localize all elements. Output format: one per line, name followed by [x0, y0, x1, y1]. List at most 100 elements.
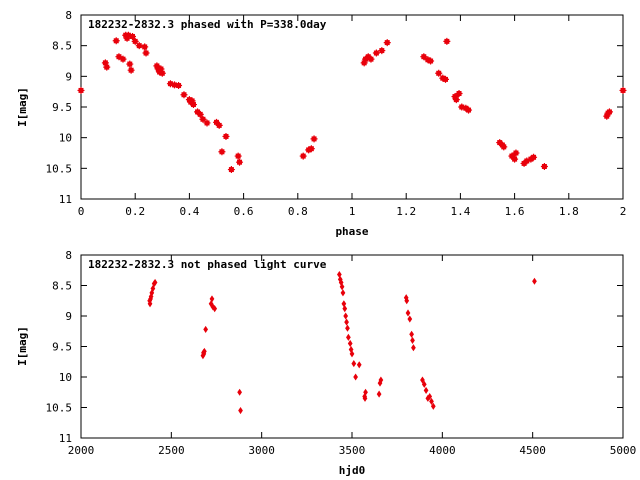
phased-x-tick-label: 0.4 — [179, 205, 199, 218]
phased-x-tick-label: 1.6 — [505, 205, 525, 218]
phased-data-point — [619, 86, 627, 94]
unphased-x-tick-label: 2500 — [158, 444, 185, 457]
phased-x-tick-label: 0 — [78, 205, 85, 218]
phased-x-axis-label: phase — [335, 225, 368, 238]
phased-data-point — [142, 49, 150, 57]
unphased-data-point — [427, 392, 433, 401]
phased-x-tick-label: 0.8 — [288, 205, 308, 218]
phased-light-curve-panel: 182232-2832.3 phased with P=338.0day pha… — [16, 9, 627, 238]
unphased-data-point — [150, 285, 156, 293]
unphased-data-point — [363, 388, 368, 396]
unphased-x-tick-label: 3000 — [248, 444, 275, 457]
phased-data-point — [128, 32, 136, 40]
unphased-y-tick-label: 9.5 — [52, 341, 72, 354]
phased-data-point — [500, 143, 508, 151]
unphased-data-point — [411, 344, 416, 352]
phased-data-point — [103, 63, 111, 71]
unphased-data-point — [339, 283, 345, 291]
phased-data-point — [530, 153, 538, 161]
phased-data-point — [189, 101, 197, 109]
phased-data-point — [222, 132, 230, 140]
unphased-data-point — [203, 325, 209, 333]
phased-data-point — [119, 55, 127, 63]
phased-data-point — [372, 49, 380, 57]
unphased-x-tick-label: 3500 — [339, 444, 366, 457]
unphased-x-tick-label: 4500 — [519, 444, 546, 457]
unphased-data-point — [362, 394, 368, 402]
phased-data-point — [443, 37, 451, 45]
phased-y-tick-label: 8.5 — [52, 40, 72, 53]
phased-data-point — [383, 39, 391, 47]
unphased-data-point — [421, 380, 427, 388]
phased-data-point — [215, 121, 223, 129]
unphased-y-tick-label: 10.5 — [46, 402, 73, 415]
unphased-x-axis-label: hjd0 — [339, 464, 366, 477]
unphased-y-tick-label: 9 — [65, 310, 72, 323]
phased-data-point — [199, 115, 207, 123]
unphased-data-point — [349, 350, 355, 358]
phased-data-point — [236, 158, 244, 166]
unphased-y-tick-label: 8 — [65, 249, 72, 262]
unphased-data-point — [409, 330, 414, 338]
unphased-data-point — [346, 333, 351, 341]
unphased-data-point — [430, 402, 436, 410]
unphased-data-point — [347, 339, 353, 347]
unphased-y-axis-label: I[mag] — [16, 326, 29, 366]
phased-data-point — [126, 60, 134, 68]
phased-data-point — [465, 106, 473, 114]
phased-data-point — [367, 55, 375, 63]
unphased-y-tick-label: 8.5 — [52, 280, 72, 293]
unphased-data-point — [202, 347, 207, 355]
unphased-data-point — [345, 324, 350, 332]
phased-data-point — [158, 69, 166, 77]
phased-data-point — [441, 75, 449, 83]
phased-data-point — [227, 166, 235, 174]
phased-data-point — [234, 152, 242, 160]
phased-x-tick-label: 1.4 — [450, 205, 470, 218]
unphased-x-tick-label: 5000 — [610, 444, 637, 457]
phased-data-point — [455, 90, 463, 98]
unphased-data-point — [532, 277, 537, 285]
phased-data-point — [605, 108, 613, 116]
phased-data-point — [135, 42, 143, 50]
unphased-data-point — [209, 295, 215, 303]
unphased-data-point — [238, 407, 243, 415]
unphased-data-point — [410, 336, 415, 344]
unphased-plot-title: 182232-2832.3 not phased light curve — [88, 258, 327, 271]
unphased-data-point — [420, 376, 425, 384]
phased-data-point — [180, 91, 188, 99]
unphased-data-point — [351, 360, 357, 368]
unphased-x-tick-label: 2000 — [68, 444, 95, 457]
unphased-data-point — [378, 376, 384, 384]
phased-data-point — [203, 119, 211, 127]
phased-data-point — [299, 152, 307, 160]
unphased-data-point — [237, 388, 242, 396]
phased-y-tick-label: 11 — [59, 193, 72, 206]
phased-data-point — [452, 96, 460, 104]
phased-y-tick-label: 10 — [59, 132, 72, 145]
phased-plot-title: 182232-2832.3 phased with P=338.0day — [88, 18, 327, 31]
unphased-data-point — [376, 390, 382, 398]
phased-data-point — [512, 149, 520, 157]
unphased-data-point — [404, 297, 410, 305]
phased-y-tick-label: 10.5 — [46, 162, 73, 175]
phased-x-tick-label: 2 — [620, 205, 627, 218]
phased-x-tick-label: 0.6 — [234, 205, 254, 218]
unphased-data-point — [405, 309, 411, 317]
phased-x-tick-label: 1.8 — [559, 205, 579, 218]
unphased-plot-frame — [80, 254, 624, 439]
phased-y-tick-label: 8 — [65, 9, 72, 22]
phased-data-point — [127, 66, 135, 74]
phased-data-point — [427, 57, 435, 65]
unphased-data-point — [353, 373, 358, 381]
phased-y-tick-label: 9.5 — [52, 101, 72, 114]
phased-data-point — [511, 155, 519, 163]
phased-y-axis-label: I[mag] — [16, 87, 29, 127]
phased-x-tick-label: 0.2 — [125, 205, 145, 218]
unphased-data-point — [340, 289, 346, 297]
phased-data-point — [218, 148, 226, 156]
phased-data-point — [435, 69, 443, 77]
phased-data-point — [310, 135, 318, 143]
unphased-data-point — [343, 312, 349, 320]
